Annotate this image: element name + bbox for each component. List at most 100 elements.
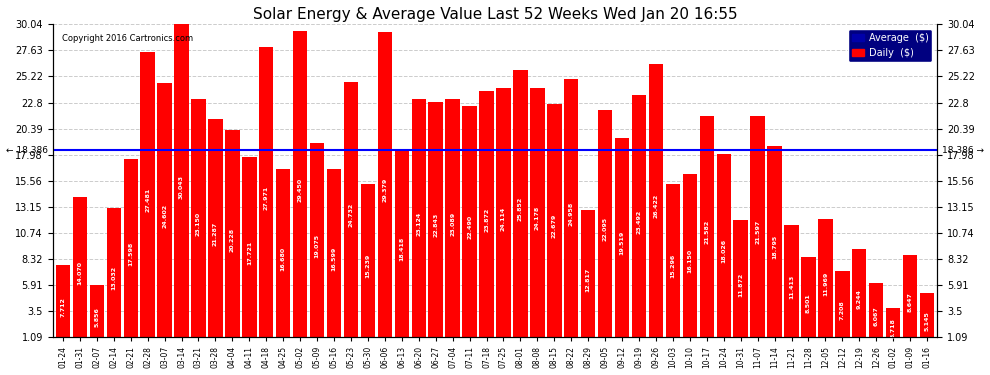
Text: 7.712: 7.712 (60, 297, 65, 317)
Bar (801, 257, 816, 348)
Bar (429, 102, 443, 348)
Bar (750, 116, 765, 348)
Bar (377, 32, 392, 348)
Text: 15.239: 15.239 (365, 254, 370, 279)
Text: 11.413: 11.413 (789, 275, 794, 299)
Bar (124, 159, 138, 348)
Text: 24.114: 24.114 (501, 206, 506, 231)
Bar (920, 293, 935, 348)
Text: 9.244: 9.244 (856, 289, 861, 309)
Text: 19.075: 19.075 (315, 234, 320, 258)
Bar (259, 47, 273, 348)
Text: 16.599: 16.599 (332, 247, 337, 271)
Bar (72, 197, 87, 348)
Bar (479, 91, 494, 348)
Bar (784, 225, 799, 348)
Text: 18.795: 18.795 (772, 235, 777, 259)
Text: 8.647: 8.647 (908, 292, 913, 312)
Bar (513, 70, 528, 348)
Text: 14.070: 14.070 (77, 261, 82, 285)
Text: 16.150: 16.150 (687, 249, 692, 273)
Text: 5.145: 5.145 (925, 311, 930, 331)
Bar (581, 210, 595, 348)
Text: 17.721: 17.721 (247, 241, 251, 265)
Text: 11.872: 11.872 (739, 272, 743, 297)
Text: 23.872: 23.872 (484, 208, 489, 232)
Text: Copyright 2016 Cartronics.com: Copyright 2016 Cartronics.com (61, 34, 193, 43)
Text: 5.856: 5.856 (94, 307, 99, 327)
Bar (496, 88, 511, 348)
Text: 23.492: 23.492 (637, 210, 642, 234)
Bar (700, 116, 714, 348)
Bar (446, 99, 459, 348)
Bar (310, 143, 325, 348)
Bar (547, 104, 561, 348)
Text: 23.124: 23.124 (416, 212, 422, 236)
Text: 19.519: 19.519 (620, 231, 625, 255)
Bar (55, 266, 70, 348)
Text: 25.852: 25.852 (518, 197, 523, 221)
Bar (734, 220, 747, 348)
Text: 15.296: 15.296 (670, 254, 675, 278)
Text: 23.089: 23.089 (450, 212, 455, 236)
Text: 21.287: 21.287 (213, 222, 218, 246)
Bar (395, 150, 409, 348)
Bar (208, 119, 223, 348)
Text: 11.969: 11.969 (823, 272, 828, 296)
Bar (717, 154, 731, 348)
Text: ← 18.386: ← 18.386 (6, 146, 49, 155)
Bar (90, 285, 104, 348)
Text: 23.150: 23.150 (196, 211, 201, 236)
Bar (665, 183, 680, 348)
Bar (632, 95, 646, 348)
Text: 17.598: 17.598 (129, 242, 134, 266)
Bar (412, 99, 426, 348)
Bar (886, 308, 900, 348)
Bar (531, 88, 544, 348)
Legend: Average  ($), Daily  ($): Average ($), Daily ($) (848, 29, 933, 62)
Text: 7.208: 7.208 (840, 300, 844, 320)
Bar (360, 184, 375, 348)
Text: 13.032: 13.032 (111, 266, 116, 290)
Bar (903, 255, 918, 348)
Bar (174, 24, 189, 348)
Bar (191, 99, 206, 348)
Bar (327, 170, 342, 348)
Text: 27.971: 27.971 (263, 186, 268, 210)
Text: 24.178: 24.178 (535, 206, 540, 230)
Text: 6.067: 6.067 (874, 306, 879, 326)
Text: 22.843: 22.843 (434, 213, 439, 237)
Text: 21.582: 21.582 (704, 220, 709, 244)
Bar (836, 271, 849, 348)
Bar (157, 83, 172, 348)
Text: 29.379: 29.379 (382, 178, 387, 202)
Bar (852, 249, 866, 348)
Text: 18.026: 18.026 (722, 239, 727, 263)
Bar (225, 130, 240, 348)
Bar (276, 169, 290, 348)
Text: 18.386 →: 18.386 → (941, 146, 984, 155)
Text: 22.490: 22.490 (467, 215, 472, 239)
Bar (598, 110, 613, 348)
Bar (141, 52, 154, 348)
Text: 16.680: 16.680 (281, 246, 286, 271)
Text: 21.597: 21.597 (755, 220, 760, 244)
Text: 27.481: 27.481 (146, 188, 150, 213)
Bar (648, 63, 663, 348)
Text: 3.718: 3.718 (891, 318, 896, 338)
Title: Solar Energy & Average Value Last 52 Weeks Wed Jan 20 16:55: Solar Energy & Average Value Last 52 Wee… (252, 7, 738, 22)
Bar (107, 208, 121, 348)
Bar (869, 283, 883, 348)
Text: 26.422: 26.422 (653, 194, 658, 218)
Bar (344, 82, 358, 348)
Text: 8.501: 8.501 (806, 293, 811, 312)
Text: 30.043: 30.043 (179, 174, 184, 198)
Bar (564, 80, 578, 348)
Bar (683, 174, 697, 348)
Bar (615, 138, 630, 348)
Text: 22.679: 22.679 (551, 214, 556, 238)
Text: 12.817: 12.817 (586, 267, 591, 291)
Bar (293, 31, 307, 348)
Text: 18.418: 18.418 (399, 237, 404, 261)
Text: 24.602: 24.602 (162, 204, 167, 228)
